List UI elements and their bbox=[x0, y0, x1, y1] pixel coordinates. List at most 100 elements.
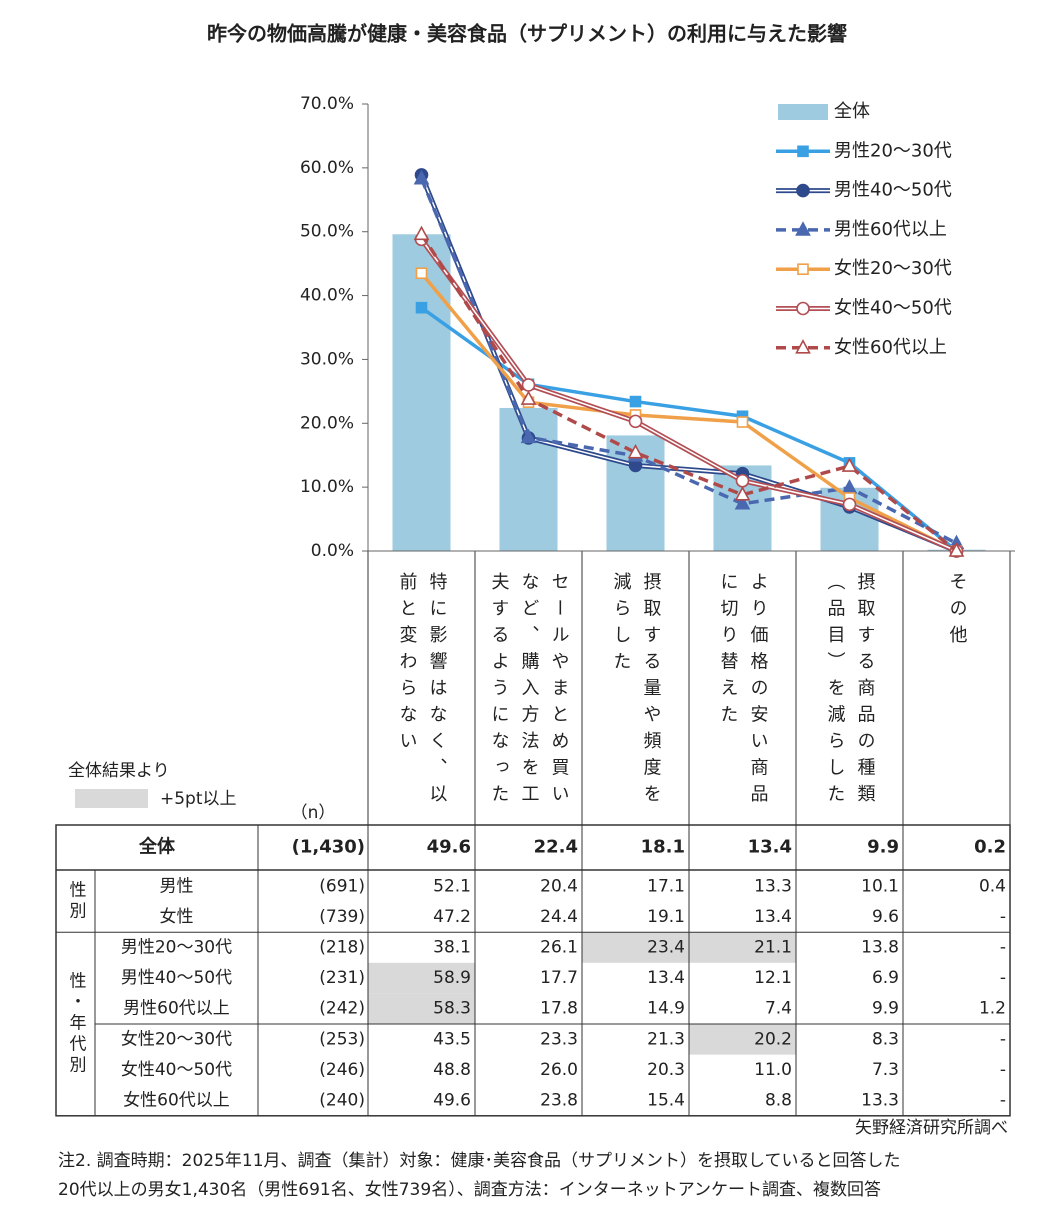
legend-label: 女性20～30代 bbox=[834, 258, 952, 279]
cell: 13.8 bbox=[861, 938, 899, 958]
legend-swatch bbox=[778, 104, 828, 120]
cell: 23.8 bbox=[540, 1091, 578, 1111]
cell: 26.1 bbox=[540, 938, 578, 958]
cell: 19.1 bbox=[647, 907, 685, 927]
cell: 20.3 bbox=[647, 1060, 685, 1080]
marker bbox=[413, 225, 430, 241]
cell: 12.1 bbox=[754, 968, 792, 988]
legend-marker bbox=[796, 183, 810, 198]
row-label: 女性60代以上 bbox=[123, 1091, 230, 1111]
cell: 38.1 bbox=[433, 938, 471, 958]
cell: 13.4 bbox=[754, 907, 792, 927]
x-label-box: より価格の安い商品に切り替えた bbox=[689, 572, 796, 824]
cell: 13.4 bbox=[647, 968, 685, 988]
group-label: 性・年代別 bbox=[66, 971, 87, 1076]
shaded-cell bbox=[368, 993, 475, 1024]
cell: - bbox=[1000, 968, 1006, 988]
marker bbox=[736, 416, 749, 428]
row-n: (1,430) bbox=[292, 837, 365, 858]
row-n: (231) bbox=[319, 968, 365, 988]
marker bbox=[948, 542, 965, 557]
row-n: (739) bbox=[319, 907, 365, 927]
cell: 22.4 bbox=[534, 837, 578, 858]
legend-label: 全体 bbox=[834, 101, 870, 122]
group-label: 性別 bbox=[66, 881, 87, 923]
x-tick-label: その他 bbox=[946, 572, 968, 652]
cell: 6.9 bbox=[872, 968, 899, 988]
cell: 49.6 bbox=[433, 1091, 471, 1111]
cell: 1.2 bbox=[979, 999, 1006, 1019]
table-border bbox=[55, 824, 1011, 1117]
cell: 9.9 bbox=[872, 999, 899, 1019]
cell: 20.2 bbox=[754, 1029, 792, 1049]
cell: - bbox=[1000, 907, 1006, 927]
shaded-cell bbox=[582, 932, 689, 963]
row-n: (253) bbox=[319, 1029, 365, 1049]
marker bbox=[627, 443, 644, 459]
marker bbox=[628, 414, 643, 429]
cell: 26.0 bbox=[540, 1060, 578, 1080]
x-tick-label: セールやまとめ買いなど、購入方法を工夫するようになった bbox=[488, 572, 570, 811]
shade-swatch bbox=[75, 789, 148, 808]
cell: 0.4 bbox=[979, 876, 1006, 896]
y-tick-label: 10.0% bbox=[300, 477, 354, 497]
cell: - bbox=[1000, 1029, 1006, 1049]
y-tick-label: 0.0% bbox=[311, 541, 354, 561]
legend-label: 男性20～30代 bbox=[834, 140, 952, 161]
legend-marker bbox=[797, 263, 809, 276]
y-tick-label: 70.0% bbox=[300, 94, 354, 114]
cell: 48.8 bbox=[433, 1060, 471, 1080]
cell: 43.5 bbox=[433, 1029, 471, 1049]
x-tick-label: 特に影響はなく、以前と変わらない bbox=[396, 572, 448, 811]
series-line bbox=[420, 272, 958, 553]
cell: 10.1 bbox=[861, 876, 899, 896]
legend-marker bbox=[797, 145, 809, 158]
marker bbox=[629, 395, 642, 408]
cell: 9.9 bbox=[867, 837, 899, 858]
shaded-cell bbox=[368, 962, 475, 994]
x-label-box: セールやまとめ買いなど、購入方法を工夫するようになった bbox=[475, 572, 582, 824]
legend-marker bbox=[795, 221, 811, 236]
cell: 7.4 bbox=[765, 999, 792, 1019]
cell: 58.3 bbox=[433, 999, 471, 1019]
cell: 20.4 bbox=[540, 876, 578, 896]
note: 20代以上の男女1,430名（男性691名、女性739名）、調査方法：インターネ… bbox=[58, 1180, 881, 1200]
cell: 49.6 bbox=[427, 837, 471, 858]
cell: 13.4 bbox=[748, 837, 792, 858]
cell: - bbox=[1000, 1060, 1006, 1080]
cell: 13.3 bbox=[754, 876, 792, 896]
legend-label: 女性40～50代 bbox=[834, 298, 952, 319]
x-label-box: 特に影響はなく、以前と変わらない bbox=[368, 572, 475, 824]
row-n: (246) bbox=[319, 1060, 365, 1080]
cell: 17.1 bbox=[647, 876, 685, 896]
cell: 52.1 bbox=[433, 876, 471, 896]
row-n: (240) bbox=[319, 1091, 365, 1111]
cell: 7.3 bbox=[872, 1060, 899, 1080]
x-label-box: 摂取する商品の種類（品目）を減らした bbox=[796, 572, 903, 824]
source: 矢野経済研究所調べ bbox=[855, 1118, 1008, 1138]
cell: 21.1 bbox=[754, 938, 792, 958]
cell: 24.4 bbox=[540, 907, 578, 927]
row-label: 女性 bbox=[160, 907, 194, 927]
cell: 0.2 bbox=[974, 837, 1006, 858]
row-label: 女性40～50代 bbox=[121, 1060, 232, 1080]
series-line bbox=[420, 233, 958, 553]
row-label: 全体 bbox=[138, 836, 176, 858]
shaded-cell bbox=[689, 932, 796, 963]
row-label: 女性20～30代 bbox=[121, 1029, 232, 1049]
marker bbox=[415, 301, 428, 314]
series-line-inner bbox=[420, 238, 957, 552]
note-legend: +5pt以上 bbox=[160, 789, 237, 809]
y-tick-label: 50.0% bbox=[300, 222, 354, 242]
cell: 15.4 bbox=[647, 1091, 685, 1111]
x-tick-label: 摂取する量や頻度を減らした bbox=[610, 572, 662, 811]
row-label: 男性60代以上 bbox=[123, 999, 230, 1019]
row-label: 男性40～50代 bbox=[121, 968, 232, 988]
chart-title: 昨今の物価高騰が健康・美容食品（サプリメント）の利用に与えた影響 bbox=[207, 22, 847, 46]
shaded-cell bbox=[689, 1024, 796, 1055]
y-tick-label: 60.0% bbox=[300, 158, 354, 178]
marker bbox=[735, 473, 750, 488]
cell: 14.9 bbox=[647, 999, 685, 1019]
